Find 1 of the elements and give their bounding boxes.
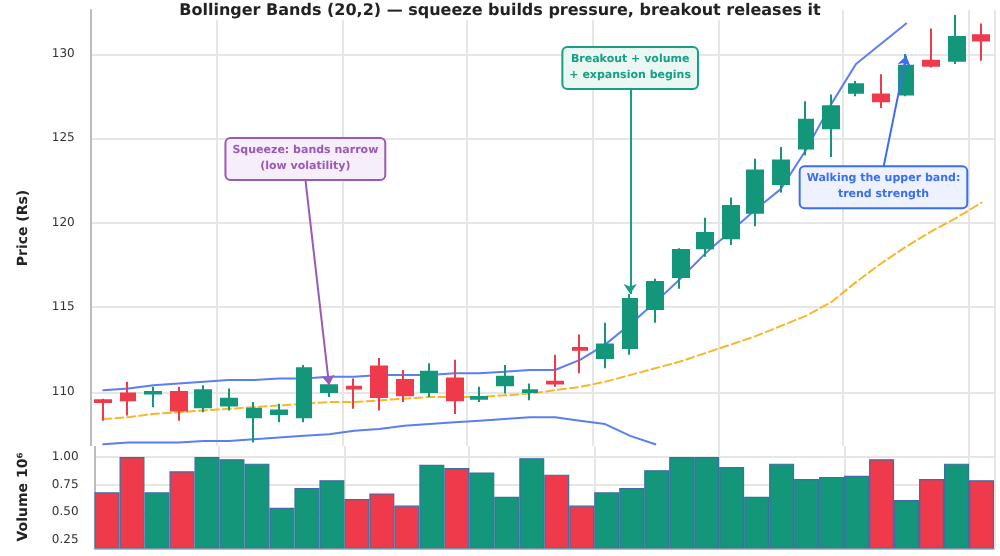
chart-title: Bollinger Bands (20,2) — squeeze builds pressure, breakout releases it (179, 1, 822, 19)
